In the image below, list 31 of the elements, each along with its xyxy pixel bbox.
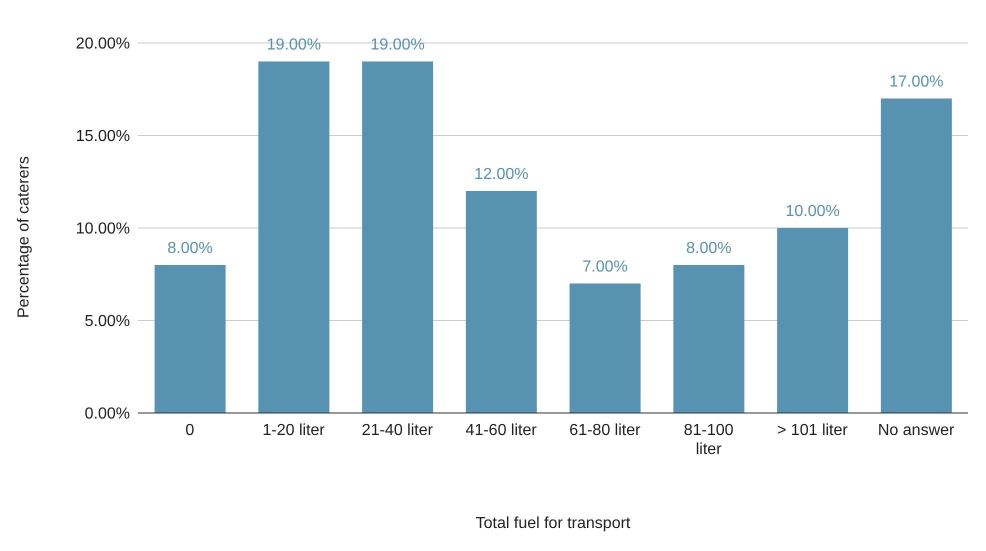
bar bbox=[466, 191, 537, 413]
data-label: 17.00% bbox=[889, 74, 944, 90]
bar bbox=[362, 62, 434, 413]
data-label: 19.00% bbox=[266, 36, 321, 54]
y-tick-label: 5.00% bbox=[84, 313, 130, 330]
x-tick-label: 1-20 liter bbox=[262, 422, 326, 439]
bar bbox=[154, 265, 226, 413]
data-label: 10.00% bbox=[785, 203, 840, 220]
y-tick-label: 15.00% bbox=[76, 128, 130, 146]
bar bbox=[570, 284, 641, 413]
bar bbox=[673, 265, 744, 413]
y-tick-label: 10.00% bbox=[76, 220, 130, 238]
x-tick-label: 81-100 liter bbox=[684, 422, 734, 458]
y-tick-label: 20.00% bbox=[76, 36, 130, 53]
y-axis-title: Percentage of caterers bbox=[16, 156, 33, 318]
y-tick-label: 0.00% bbox=[84, 406, 130, 423]
data-label: 19.00% bbox=[370, 36, 425, 54]
bar bbox=[880, 98, 952, 413]
x-tick-label: 21-40 liter bbox=[362, 422, 434, 439]
bar bbox=[777, 228, 848, 413]
x-tick-label: 41-60 liter bbox=[466, 422, 538, 439]
x-axis-title: Total fuel for transport bbox=[476, 515, 631, 532]
x-tick-label: No answer bbox=[878, 422, 956, 439]
x-tick-label: 0 bbox=[185, 422, 194, 439]
x-tick-label: > 101 liter bbox=[777, 422, 848, 439]
data-label: 7.00% bbox=[582, 258, 628, 276]
data-label: 8.00% bbox=[686, 240, 732, 257]
data-label: 12.00% bbox=[474, 166, 528, 183]
x-tick-label: 61-80 liter bbox=[569, 422, 642, 439]
bar bbox=[258, 62, 330, 413]
data-label: 8.00% bbox=[167, 240, 213, 257]
